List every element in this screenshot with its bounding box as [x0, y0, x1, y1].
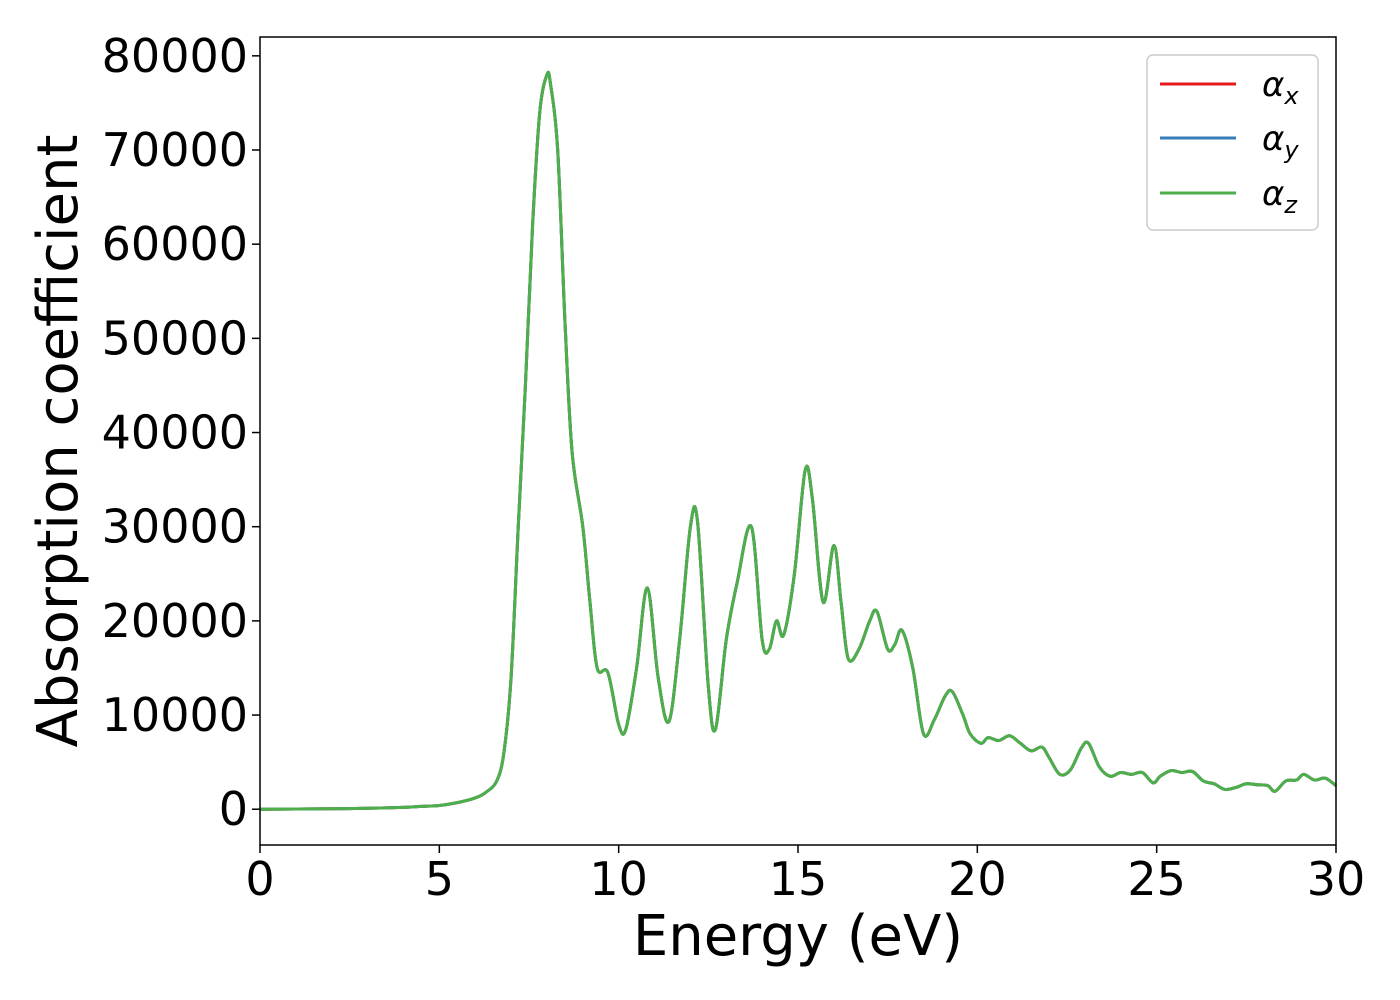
- x-tick-label: 5: [425, 852, 454, 906]
- y-tick-label: 70000: [102, 123, 248, 177]
- y-tick-label: 80000: [102, 29, 248, 83]
- legend-label-alpha-y: αy: [1262, 119, 1299, 164]
- x-tick-label: 15: [769, 852, 828, 906]
- y-tick-label: 60000: [102, 217, 248, 271]
- legend: αx αy αz: [1146, 54, 1319, 231]
- series-lines: [259, 70, 1337, 811]
- x-tick-label: 0: [245, 852, 274, 906]
- x-tick-label: 10: [589, 852, 648, 906]
- legend-label-alpha-x: αx: [1262, 65, 1299, 110]
- x-tick-label: 25: [1127, 852, 1186, 906]
- x-axis-ticks: 0 5 10 15 20 25 30: [245, 845, 1365, 906]
- x-tick-label: 30: [1307, 852, 1366, 906]
- y-tick-label: 30000: [102, 500, 248, 554]
- y-axis-title: Absorption coefficient: [26, 135, 91, 748]
- y-tick-label: 50000: [102, 311, 248, 365]
- x-axis-title: Energy (eV): [633, 904, 963, 969]
- legend-box: [1146, 54, 1319, 231]
- y-tick-label: 0: [219, 782, 248, 836]
- x-tick-label: 20: [948, 852, 1007, 906]
- y-tick-label: 10000: [102, 688, 248, 742]
- series-line-alpha-z: [259, 70, 1337, 811]
- legend-label-alpha-z: αz: [1262, 174, 1298, 219]
- y-tick-label: 40000: [102, 406, 248, 460]
- y-axis-ticks: 0 10000 20000 30000 40000 50000 60000 70000 8000…: [102, 29, 260, 836]
- plot-frame: [259, 36, 1337, 846]
- y-tick-label: 20000: [102, 594, 248, 648]
